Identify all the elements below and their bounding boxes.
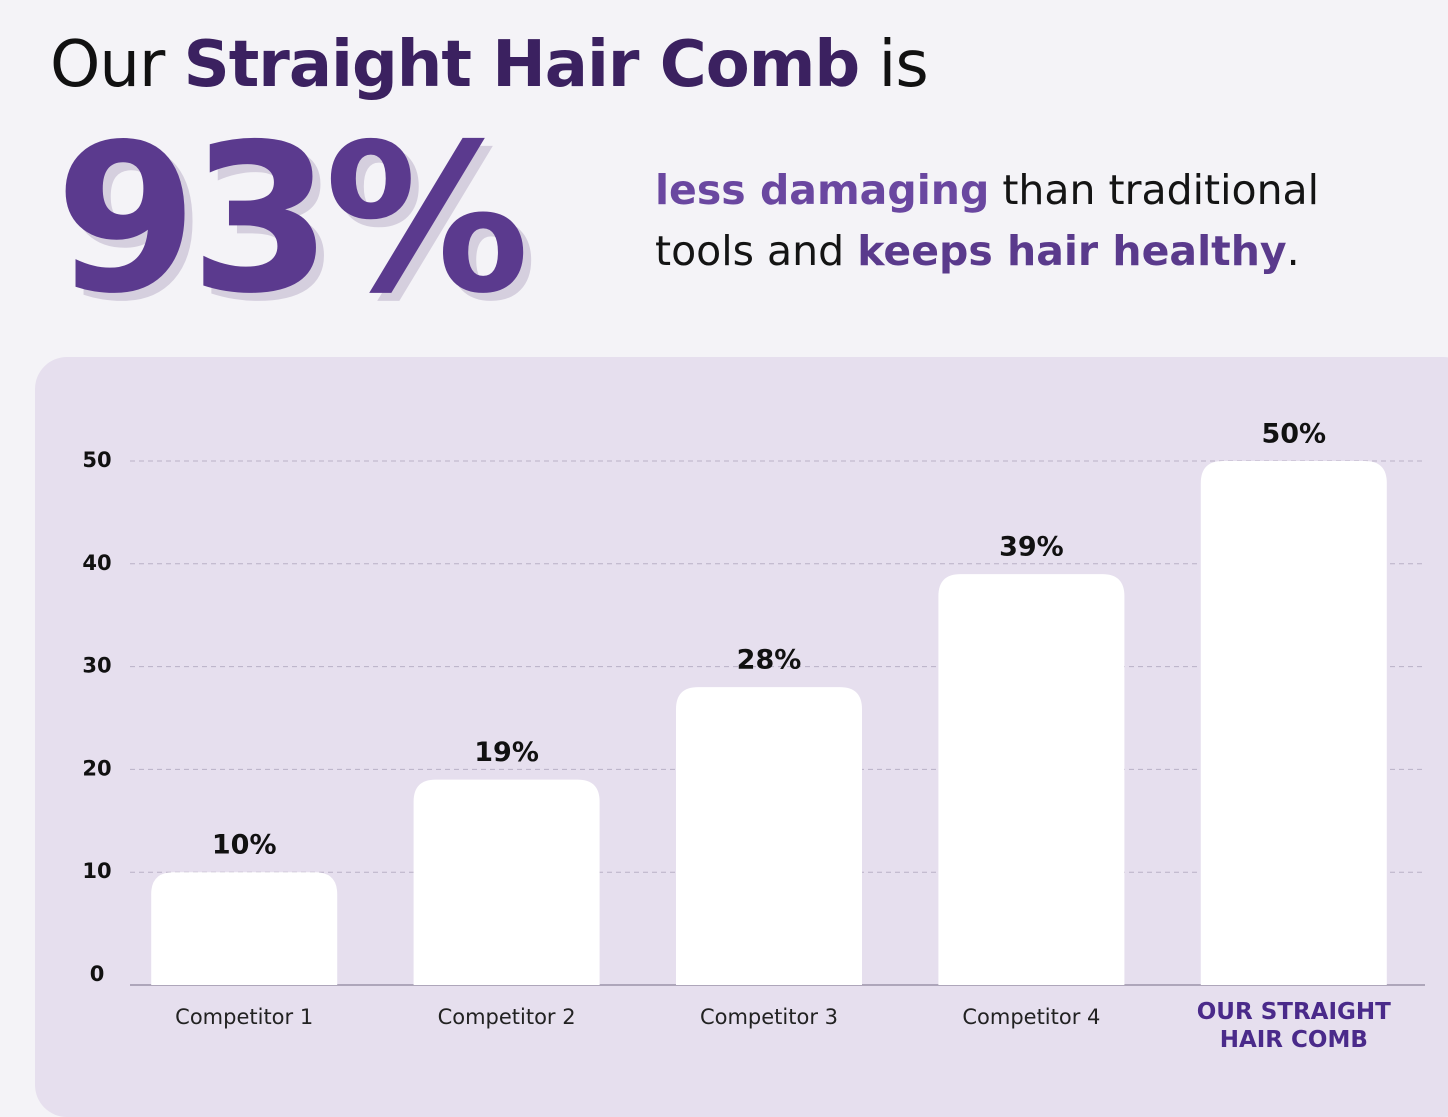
bar bbox=[676, 687, 862, 985]
value-label: 19% bbox=[474, 737, 539, 768]
y-tick-label: 50 bbox=[82, 448, 111, 472]
value-label: 50% bbox=[1261, 419, 1326, 450]
chart: 0 10 20 30 40 50 10% 19% 28% 39% 50% bbox=[82, 419, 1425, 986]
x-tick-label: Competitor 1 bbox=[175, 1005, 314, 1029]
big-stat: 93% bbox=[55, 101, 530, 339]
value-label: 28% bbox=[737, 645, 802, 676]
y-tick-label: 40 bbox=[82, 551, 111, 575]
y-tick-label: 10 bbox=[82, 859, 111, 883]
headline-end: is bbox=[878, 28, 929, 102]
bar bbox=[938, 574, 1125, 985]
headline-start: Our bbox=[50, 28, 165, 102]
y-tick-label: 20 bbox=[82, 756, 111, 780]
headline: Our Straight Hair Comb is bbox=[50, 28, 929, 102]
x-tick-label: Competitor 4 bbox=[962, 1005, 1101, 1029]
page: Our Straight Hair Comb is 93% less damag… bbox=[35, 28, 1448, 1117]
subtitle-emphasis: keeps hair healthy bbox=[857, 227, 1287, 275]
x-tick-label: OUR STRAIGHT HAIR COMB bbox=[1196, 999, 1391, 1053]
subtitle-emphasis: less damaging bbox=[655, 166, 990, 214]
y-tick-label: 0 bbox=[90, 962, 105, 986]
bar bbox=[1200, 461, 1387, 985]
bar bbox=[413, 779, 600, 985]
subtitle-text: tools and bbox=[655, 227, 845, 275]
subtitle-text: than traditional bbox=[1002, 166, 1320, 214]
bar bbox=[151, 872, 338, 985]
subtitle: less damaging than traditional tools and … bbox=[655, 160, 1319, 282]
x-tick-label: Competitor 3 bbox=[699, 1005, 839, 1029]
x-tick-label: Competitor 2 bbox=[437, 1005, 576, 1029]
headline-emphasis: Straight Hair Comb bbox=[183, 28, 861, 102]
y-tick-label: 30 bbox=[82, 654, 111, 678]
value-label: 10% bbox=[212, 830, 277, 861]
subtitle-text: . bbox=[1286, 227, 1300, 275]
value-label: 39% bbox=[999, 532, 1064, 563]
